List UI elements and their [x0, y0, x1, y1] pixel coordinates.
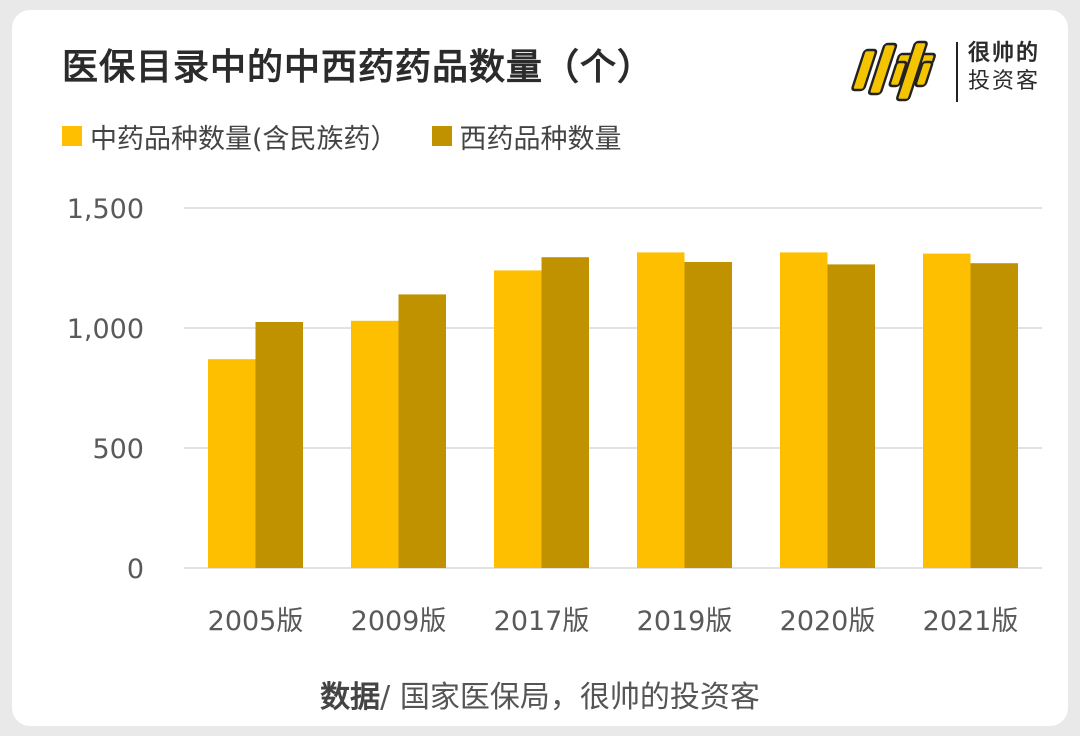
- bar-chart: 0 500 1,000 1,500 2005版 2009版 2017版 2019版 2020版 2…: [67, 194, 1042, 637]
- bar-2-1: [398, 294, 446, 568]
- legend-label-series1: 中药品种数量(含民族药）: [90, 123, 398, 155]
- legend-item-series1: 中药品种数量(含民族药）: [62, 117, 398, 156]
- source-text: / 国家医保局，很帅的投资客: [380, 680, 760, 715]
- bar-2-5: [970, 263, 1018, 568]
- bar-1-2: [494, 270, 542, 568]
- brand-logo-icon: [851, 40, 936, 102]
- x-tick-label: 2019版: [637, 606, 733, 637]
- chart-card: 医保目录中的中西药药品数量（个） 很帅的 投资客 中药品种数量(含民族药） 西药…: [12, 10, 1068, 726]
- legend-swatch-series1: [62, 126, 82, 146]
- brand-block: 很帅的 投资客: [844, 36, 1054, 116]
- y-tick-label: 500: [92, 434, 144, 465]
- x-tick-label: 2021版: [923, 606, 1019, 637]
- x-tick-label: 2005版: [208, 606, 304, 637]
- legend-swatch-series2: [431, 126, 452, 146]
- brand-name-line1: 很帅的: [968, 41, 1041, 66]
- bar-2-2: [541, 257, 589, 568]
- legend-label-series2: 西药品种数量: [459, 123, 622, 155]
- y-tick-label: 0: [127, 554, 144, 585]
- bar-1-0: [208, 359, 256, 568]
- bar-1-3: [637, 252, 685, 568]
- bar-2-3: [684, 262, 732, 568]
- bar-2-0: [255, 322, 303, 568]
- x-tick-label: 2017版: [494, 606, 590, 637]
- x-tick-label: 2020版: [780, 606, 876, 637]
- chart-title: 医保目录中的中西药药品数量（个）: [62, 47, 655, 88]
- source-label: 数据: [320, 680, 381, 715]
- y-tick-label: 1,500: [67, 194, 144, 225]
- chart-legend: 中药品种数量(含民族药） 西药品种数量: [62, 116, 656, 156]
- bar-2-4: [827, 264, 875, 568]
- brand-divider: [956, 42, 958, 102]
- bar-1-4: [780, 252, 828, 568]
- source-note: 数据/ 国家医保局，很帅的投资客: [12, 672, 1068, 716]
- bar-1-5: [923, 253, 971, 568]
- brand-name-line2: 投资客: [968, 69, 1041, 94]
- legend-item-series2: 西药品种数量: [431, 117, 622, 156]
- y-tick-label: 1,000: [67, 314, 144, 345]
- brand-name: 很帅的 投资客: [968, 40, 1058, 96]
- x-tick-label: 2009版: [351, 606, 447, 637]
- bar-1-1: [351, 320, 399, 568]
